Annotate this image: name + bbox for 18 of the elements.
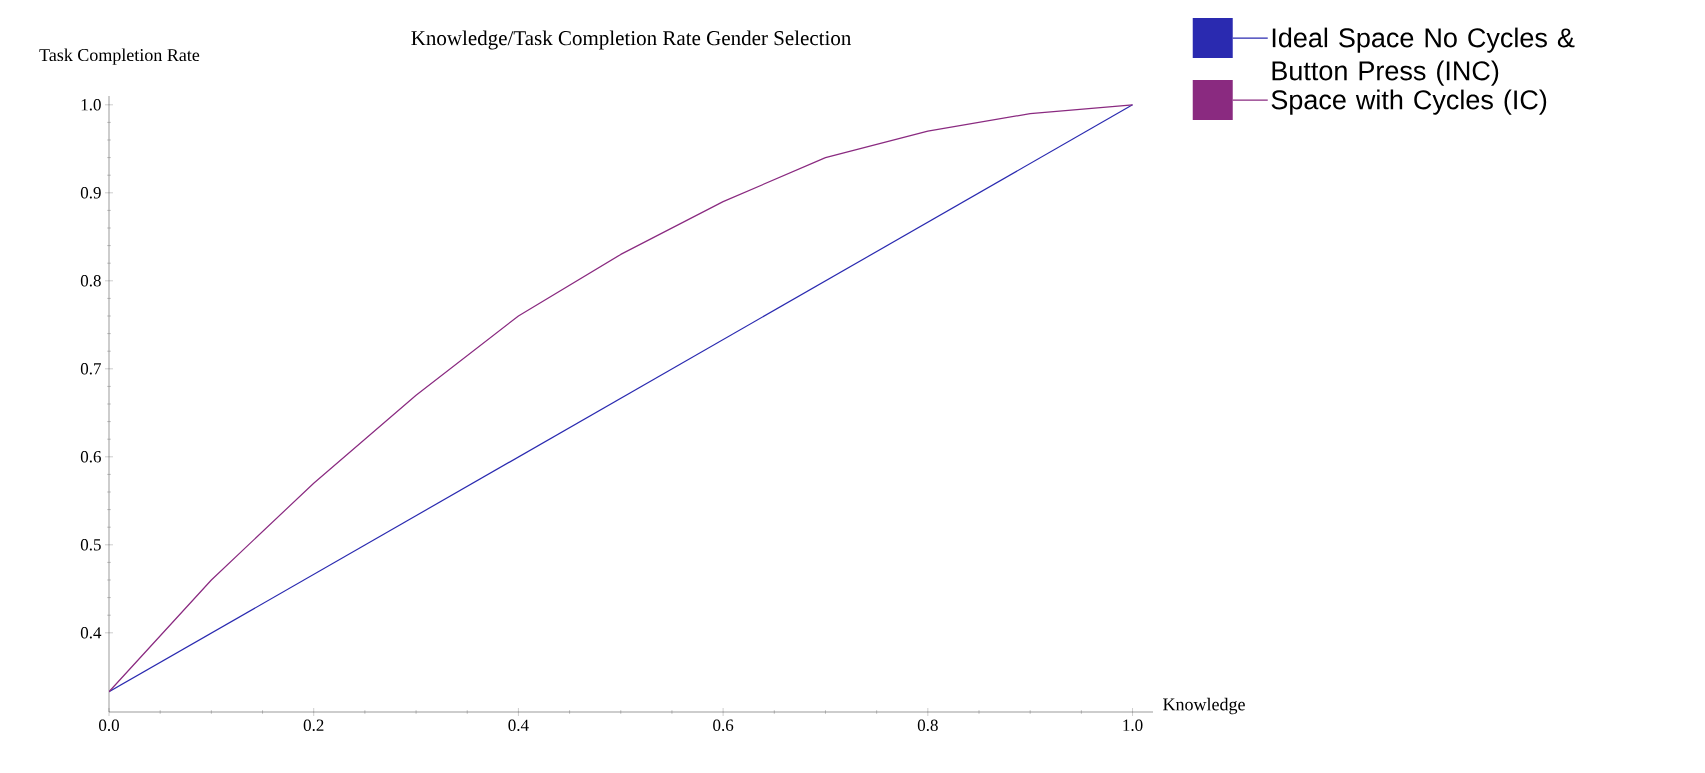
y-axis-title: Task Completion Rate (39, 48, 200, 65)
y-tick-label: 1.0 (81, 99, 101, 111)
x-tick-label: 0.2 (303, 719, 324, 732)
legend-label: Space with Cycles (IC) (1271, 89, 1547, 115)
y-tick-label: 0.5 (80, 539, 101, 551)
y-tick-label: 0.7 (80, 363, 101, 375)
x-tick-label: 1.0 (1123, 719, 1143, 732)
y-tick-label: 0.6 (80, 451, 101, 463)
y-tick-label: 0.9 (80, 187, 101, 199)
x-tick-label: 0.4 (508, 719, 529, 732)
chart-title: Knowledge/Task Completion Rate Gender Selection (411, 30, 852, 50)
x-axis-title: Knowledge (1163, 697, 1245, 715)
x-tick-label: 0.0 (99, 719, 119, 732)
x-tick-label: 0.6 (713, 719, 734, 732)
y-tick-label: 0.4 (80, 627, 102, 639)
y-tick-label: 0.8 (80, 275, 101, 287)
x-tick-label: 0.8 (917, 719, 938, 732)
legend-label: Ideal Space No Cycles & Button Press (INC) (1272, 27, 1575, 86)
